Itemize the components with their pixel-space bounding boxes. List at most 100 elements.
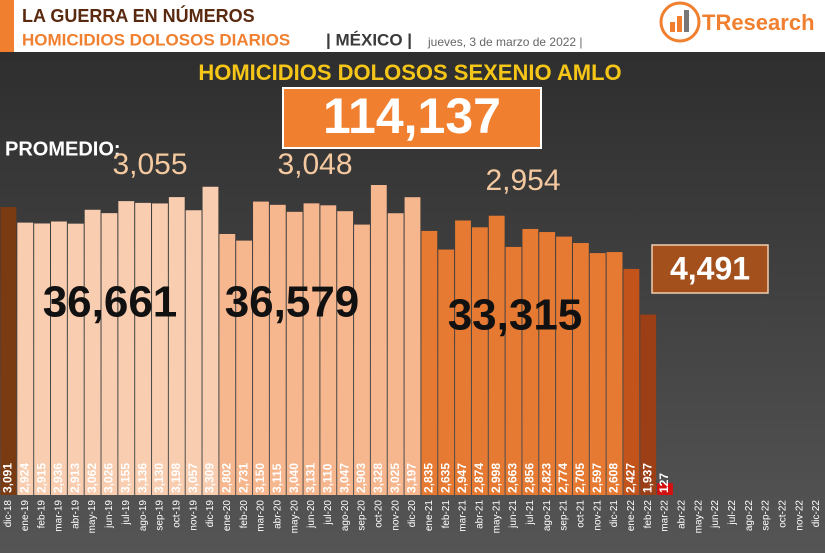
- x-tick-label: may-20: [289, 500, 300, 534]
- bar: [152, 203, 168, 495]
- value-label: 3,328: [371, 463, 385, 493]
- x-tick-label: feb-20: [239, 500, 250, 529]
- bar: [589, 253, 606, 495]
- value-label: 2,823: [539, 463, 553, 493]
- value-label: 3,110: [320, 463, 334, 493]
- chart-title: HOMICIDIOS DOLOSOS SEXENIO AMLO: [198, 60, 621, 85]
- value-label: 3,026: [102, 463, 116, 493]
- value-label: 2,947: [455, 463, 469, 493]
- bar: [67, 223, 84, 495]
- x-tick-label: feb-19: [37, 500, 48, 529]
- x-tick-label: dic-22: [811, 500, 822, 528]
- total-box: [282, 87, 542, 149]
- x-tick-label: jul-22: [727, 500, 738, 526]
- bar: [185, 210, 202, 495]
- bar: [471, 227, 488, 495]
- bar: [34, 223, 51, 495]
- x-tick-label: feb-22: [643, 500, 654, 529]
- x-tick-label: ago-21: [542, 500, 553, 532]
- value-label: 2,663: [506, 463, 520, 493]
- bar: [640, 314, 657, 495]
- x-tick-label: nov-22: [794, 500, 805, 531]
- x-tick-label: ago-22: [744, 500, 755, 532]
- x-tick-label: ago-20: [340, 500, 351, 532]
- period-total: 4,491: [670, 250, 750, 286]
- x-tick-label: mar-22: [660, 500, 671, 532]
- value-label: 3,062: [85, 463, 99, 493]
- x-tick-label: abr-21: [474, 500, 485, 529]
- bar: [556, 236, 572, 496]
- value-label: 2,731: [236, 463, 250, 493]
- x-tick-label: dic-19: [205, 500, 216, 528]
- x-tick-label: oct-19: [171, 500, 182, 528]
- value-label: 3,131: [304, 463, 318, 493]
- x-tick-label: abr-19: [70, 500, 81, 529]
- bar: [455, 220, 471, 495]
- x-tick-label: oct-20: [373, 500, 384, 528]
- x-tick-label: abr-20: [272, 500, 283, 529]
- bar: [606, 252, 623, 495]
- total: 114,137: [323, 88, 501, 144]
- bar: [320, 205, 337, 495]
- value-label: 2,608: [607, 463, 621, 493]
- bar: [354, 224, 370, 495]
- bar: [370, 185, 387, 495]
- value-label: 3,025: [388, 463, 402, 493]
- value-label: 2,835: [422, 463, 436, 493]
- bar: [657, 483, 673, 495]
- value-label: 2,998: [489, 463, 503, 493]
- bar: [522, 228, 539, 495]
- value-label: 3,136: [135, 463, 149, 493]
- bar: [118, 201, 135, 495]
- bar: [539, 232, 556, 495]
- value-label: 3,091: [1, 463, 15, 493]
- x-tick-label: mar-21: [458, 500, 469, 532]
- bar: [572, 243, 589, 495]
- x-tick-label: nov-21: [592, 500, 603, 531]
- value-label: 3,057: [186, 463, 200, 493]
- value-label: 3,047: [337, 463, 351, 493]
- x-tick-label: may-22: [693, 500, 704, 534]
- x-tick-label: ago-19: [138, 500, 149, 532]
- average: 2,954: [485, 164, 560, 197]
- x-tick-label: sep-19: [155, 500, 166, 531]
- bar: [0, 207, 17, 495]
- value-label: 2,597: [590, 463, 604, 493]
- bar: [421, 230, 438, 495]
- x-tick-label: dic-20: [407, 500, 418, 528]
- brand-logo: TResearch: [659, 1, 815, 43]
- value-label: 1,937: [640, 463, 654, 493]
- x-tick-label: jul-21: [525, 500, 536, 526]
- value-label: 2,924: [17, 463, 31, 493]
- value-label: 2,936: [51, 463, 65, 493]
- bar: [404, 197, 421, 496]
- date: jueves, 3 de marzo de 2022 |: [427, 35, 583, 49]
- bar: [101, 213, 118, 495]
- x-tick-label: dic-18: [3, 500, 14, 528]
- period-total: 36,579: [225, 278, 360, 327]
- bar: [269, 204, 286, 495]
- value-label: 2,774: [556, 463, 570, 493]
- value-label: 3,115: [270, 463, 284, 493]
- average: 3,055: [112, 148, 187, 181]
- value-label: 2,802: [219, 463, 233, 493]
- value-label: 3,155: [118, 463, 132, 493]
- period-total: 33,315: [448, 291, 583, 340]
- header-title: HOMICIDIOS DOLOSOS DIARIOS: [22, 30, 290, 49]
- value-label: 3,130: [152, 463, 166, 493]
- x-tick-label: ene-21: [424, 500, 435, 532]
- x-tick-label: jun-21: [508, 500, 519, 529]
- x-tick-label: nov-20: [390, 500, 401, 531]
- bar: [17, 222, 34, 496]
- value-label: 3,309: [203, 463, 217, 493]
- value-label: 3,198: [169, 463, 183, 493]
- bar: [202, 186, 219, 495]
- bar: [168, 197, 185, 495]
- x-tick-label: oct-21: [576, 500, 587, 528]
- x-tick-label: may-21: [491, 500, 502, 534]
- x-tick-label: sep-20: [357, 500, 368, 531]
- x-tick-label: mar-20: [256, 500, 267, 532]
- bar: [505, 246, 522, 495]
- bar: [623, 268, 640, 495]
